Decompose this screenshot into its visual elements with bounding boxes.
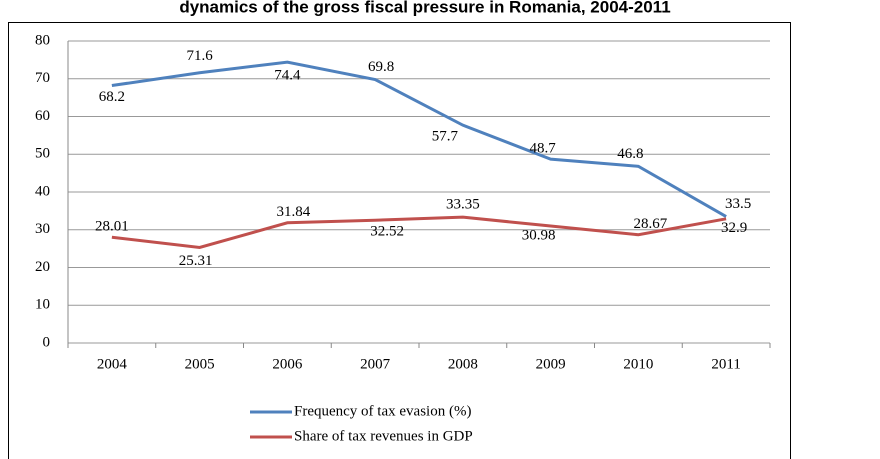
data-label: 33.5 — [725, 196, 751, 212]
data-label: 69.8 — [368, 59, 394, 75]
data-label: 71.6 — [187, 48, 214, 64]
data-label: 25.31 — [179, 253, 213, 269]
legend-label: Frequency of tax evasion (%) — [294, 403, 471, 419]
data-label: 33.35 — [446, 197, 480, 213]
y-tick-label: 40 — [35, 183, 50, 199]
data-label: 28.67 — [634, 216, 668, 232]
data-label: 74.4 — [274, 68, 301, 84]
x-tick-label: 2004 — [97, 356, 128, 372]
x-tick-label: 2009 — [536, 356, 566, 372]
x-tick-label: 2008 — [448, 356, 478, 372]
x-tick-label: 2006 — [272, 356, 303, 372]
y-tick-label: 80 — [35, 32, 50, 48]
chart-frame — [8, 22, 791, 459]
x-tick-label: 2010 — [623, 356, 653, 372]
x-tick-label: 2005 — [185, 356, 215, 372]
x-tick-label: 2011 — [711, 356, 740, 372]
y-tick-label: 70 — [35, 70, 50, 86]
data-label: 31.84 — [277, 204, 311, 220]
x-tick-label: 2007 — [360, 356, 391, 372]
y-tick-label: 30 — [35, 221, 50, 237]
series-line — [111, 60, 727, 218]
chart-title: dynamics of the gross fiscal pressure in… — [179, 0, 670, 16]
data-label: 28.01 — [95, 219, 129, 235]
y-tick-label: 0 — [43, 334, 51, 350]
y-tick-label: 60 — [35, 108, 50, 124]
data-label: 30.98 — [522, 227, 556, 243]
y-tick-label: 20 — [35, 259, 50, 275]
data-label: 48.7 — [530, 141, 557, 157]
data-label: 32.9 — [721, 220, 747, 236]
series-line — [111, 215, 727, 249]
data-label: 32.52 — [370, 224, 404, 240]
legend-label: Share of tax revenues in GDP — [294, 428, 473, 444]
y-tick-label: 50 — [35, 146, 50, 162]
data-label: 68.2 — [99, 89, 125, 105]
data-label: 57.7 — [432, 129, 459, 145]
y-tick-label: 10 — [35, 297, 50, 313]
data-label: 46.8 — [617, 146, 643, 162]
